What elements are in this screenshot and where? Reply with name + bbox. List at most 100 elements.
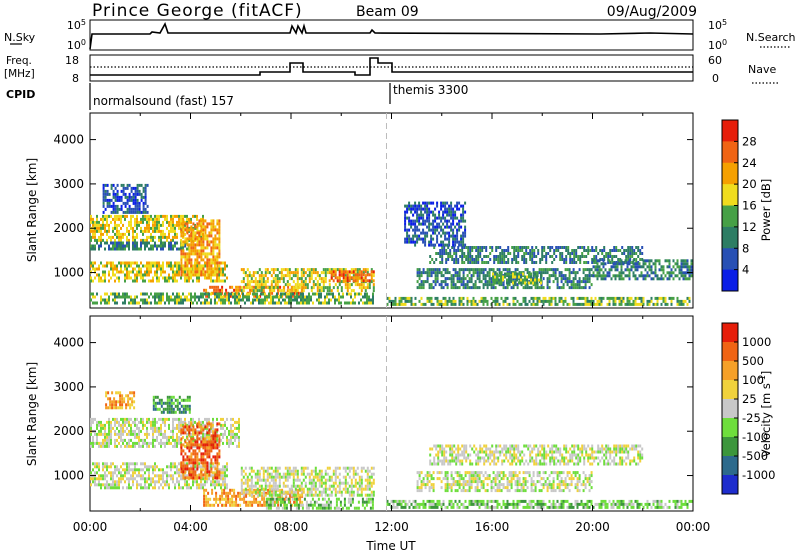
heatmap-cell — [134, 298, 136, 302]
heatmap-cell — [616, 262, 619, 266]
heatmap-cell — [496, 275, 498, 279]
heatmap-cell — [158, 264, 160, 268]
heatmap-cell — [641, 258, 644, 261]
heatmap-cell — [204, 476, 207, 480]
heatmap-cell — [158, 432, 160, 436]
heatmap-cell — [684, 274, 687, 278]
heatmap-cell — [478, 286, 481, 290]
heatmap-cell — [521, 246, 524, 249]
heatmap-cell — [190, 252, 193, 256]
heatmap-cell — [408, 219, 411, 223]
heatmap-cell — [432, 271, 435, 275]
heatmap-cell — [628, 268, 631, 272]
heatmap-cell — [486, 302, 489, 306]
heatmap-cell — [336, 268, 339, 272]
heatmap-cell — [434, 274, 437, 278]
heatmap-cell — [644, 277, 647, 281]
heatmap-cell — [302, 274, 305, 278]
heatmap-cell — [573, 252, 576, 255]
heatmap-cell — [482, 268, 485, 272]
heatmap-cell — [416, 216, 419, 220]
heatmap-cell — [458, 228, 461, 232]
heatmap-cell — [595, 249, 598, 252]
heatmap-cell — [676, 274, 679, 278]
heatmap-cell — [456, 201, 459, 205]
heatmap-cell — [635, 252, 638, 255]
heatmap-cell — [142, 217, 144, 221]
heatmap-cell — [120, 204, 123, 208]
heatmap-cell — [280, 277, 283, 281]
heatmap-cell — [196, 461, 199, 465]
heatmap-cell — [132, 244, 134, 248]
heatmap-cell — [462, 243, 465, 247]
heatmap-cell — [441, 252, 444, 255]
heatmap-cell — [430, 228, 433, 232]
heatmap-cell — [434, 277, 437, 281]
heatmap-cell — [128, 486, 130, 490]
noise-left-tick-bottom: 100 — [67, 38, 86, 52]
heatmap-cell — [332, 295, 334, 299]
heatmap-cell — [570, 280, 573, 284]
heatmap-cell — [96, 220, 98, 224]
heatmap-cell — [511, 258, 514, 261]
heatmap-cell — [426, 219, 429, 223]
heatmap-cell — [216, 455, 219, 459]
heatmap-cell — [658, 259, 661, 263]
heatmap-cell — [512, 296, 515, 300]
heatmap-cell — [456, 237, 459, 241]
heatmap-cell — [602, 274, 605, 278]
heatmap-cell — [294, 298, 296, 302]
heatmap-cell — [142, 441, 144, 445]
heatmap-cell — [108, 273, 110, 277]
heatmap-cell — [366, 298, 368, 302]
heatmap-cell — [496, 302, 499, 306]
heatmap-cell — [244, 286, 247, 290]
heatmap-cell — [272, 268, 275, 272]
heatmap-cell — [180, 225, 183, 229]
heatmap-cell — [646, 302, 649, 306]
heatmap-cell — [192, 458, 195, 462]
heatmap-cell — [670, 302, 673, 306]
heatmap-cell — [672, 271, 675, 275]
heatmap-cell — [166, 298, 168, 302]
heatmap-cell — [186, 243, 189, 247]
heatmap-cell — [583, 255, 586, 258]
heatmap-cell — [140, 429, 142, 433]
heatmap-cell — [504, 268, 507, 272]
heatmap-cell — [532, 302, 535, 306]
heatmap-cell — [444, 231, 447, 235]
heatmap-cell — [182, 255, 185, 259]
heatmap-cell — [204, 483, 206, 487]
heatmap-cell — [492, 286, 495, 290]
heatmap-cell — [558, 296, 561, 300]
heatmap-cell — [430, 299, 433, 303]
heatmap-cell — [100, 226, 102, 230]
heatmap-cell — [162, 229, 164, 233]
heatmap-cell — [662, 271, 665, 275]
heatmap-cell — [102, 217, 104, 221]
heatmap-cell — [229, 285, 232, 289]
heatmap-cell — [670, 299, 673, 303]
heatmap-cell — [684, 299, 687, 303]
heatmap-cell — [330, 273, 333, 277]
heatmap-cell — [473, 258, 476, 261]
heatmap-cell — [579, 261, 582, 264]
heatmap-cell — [92, 444, 94, 448]
heatmap-cell — [562, 274, 565, 278]
heatmap-cell — [452, 268, 455, 272]
heatmap-cell — [460, 225, 463, 229]
heatmap-cell — [298, 283, 301, 287]
heatmap-cell — [128, 198, 131, 202]
heatmap-cell — [118, 261, 120, 265]
heatmap-cell — [224, 474, 226, 478]
power-ylabel: Slant Range [km] — [25, 158, 39, 262]
heatmap-cell — [152, 435, 154, 439]
heatmap-cell — [102, 465, 104, 469]
heatmap-cell — [506, 274, 509, 278]
heatmap-cell — [410, 299, 413, 303]
heatmap-cell — [462, 204, 465, 208]
heatmap-cell — [297, 291, 300, 295]
heatmap-cell — [96, 217, 98, 221]
heatmap-cell — [206, 435, 208, 439]
heatmap-cell — [144, 195, 147, 199]
